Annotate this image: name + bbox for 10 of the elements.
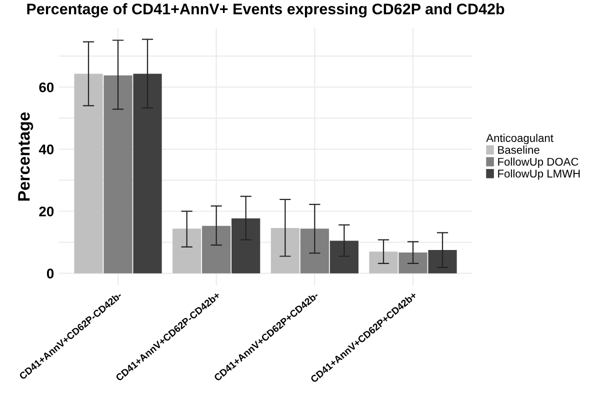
y-tick-label: 40 bbox=[38, 144, 54, 154]
y-tick-label: 20 bbox=[39, 206, 54, 216]
y-tick-label: 60 bbox=[39, 82, 54, 92]
legend-label: FollowUp LMWH bbox=[498, 169, 580, 180]
legend-label: Baseline bbox=[498, 146, 540, 154]
chart-title: Percentage of CD41+AnnV+ Events expressing CD62P and CD42b bbox=[27, 3, 504, 18]
legend-title: Anticoagulant bbox=[486, 134, 554, 144]
legend-label: FollowUp DOAC bbox=[498, 158, 578, 168]
y-tick-label: 0 bbox=[46, 268, 54, 278]
y-axis-title: Percentage bbox=[18, 112, 34, 201]
